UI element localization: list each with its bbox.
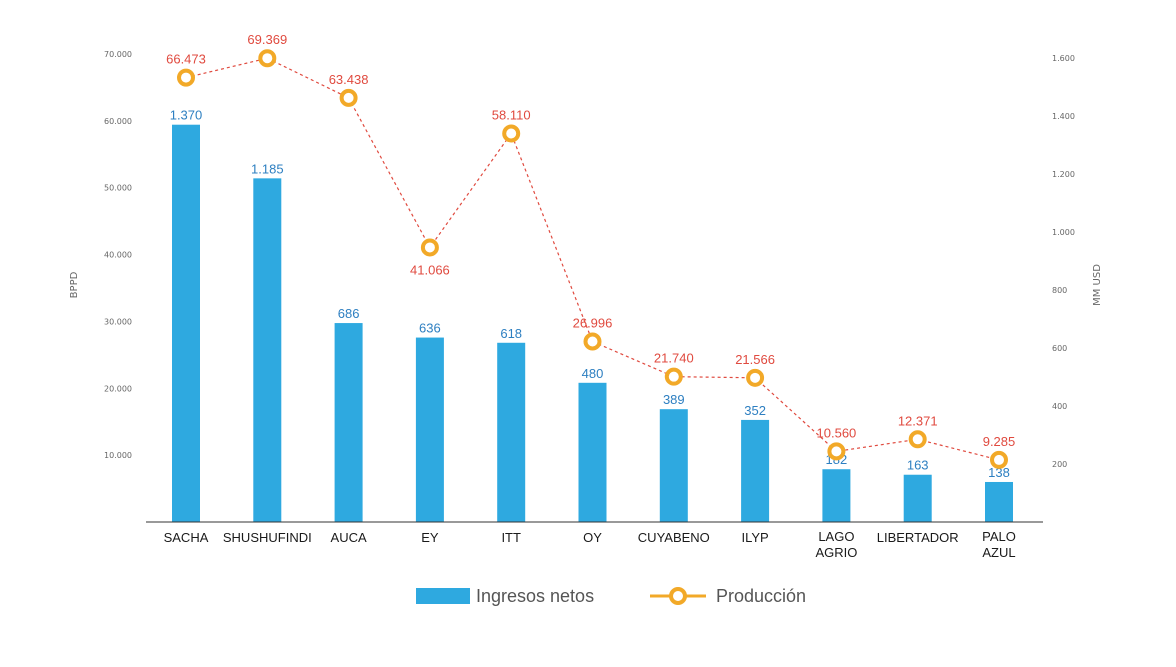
right-tick-label: 1.000	[1052, 228, 1075, 237]
bar	[741, 419, 770, 522]
legend-bar-swatch	[416, 588, 470, 604]
right-tick-label: 200	[1052, 460, 1067, 469]
line-marker	[339, 88, 358, 107]
category-label: ILYP	[741, 530, 768, 545]
bar-value-label: 138	[988, 465, 1010, 480]
right-tick-label: 1.400	[1052, 112, 1075, 121]
right-tick-label: 800	[1052, 286, 1067, 295]
category-label: EY	[421, 530, 439, 545]
bar-value-label: 480	[582, 366, 604, 381]
bar	[253, 178, 282, 522]
left-tick-label: 20.000	[104, 384, 132, 393]
right-tick-label: 600	[1052, 344, 1067, 353]
category-label: PALO	[982, 529, 1016, 544]
line-value-label: 9.285	[983, 434, 1016, 449]
bar-value-label: 636	[419, 321, 441, 336]
left-tick-label: 10.000	[104, 451, 132, 460]
category-label: SHUSHUFINDI	[223, 530, 312, 545]
category-label: CUYABENO	[638, 530, 710, 545]
category-label: LAGO	[818, 529, 854, 544]
bar	[659, 409, 688, 522]
bar	[334, 323, 363, 522]
bar	[822, 469, 851, 522]
category-label: LIBERTADOR	[877, 530, 959, 545]
category-label: SACHA	[164, 530, 209, 545]
category-label: AZUL	[982, 545, 1015, 560]
line-value-label: 26.996	[573, 316, 613, 331]
category-label: ITT	[501, 530, 521, 545]
bar-value-label: 1.370	[170, 108, 203, 123]
line-marker	[502, 124, 521, 143]
bar	[578, 382, 607, 522]
left-axis-ticks: 10.000 20.000 30.000 40.000 50.000 60.000 70.0…	[104, 50, 132, 460]
right-axis-ticks: 200 400 600 800 1.000 1.200 1.400 1.600	[1052, 54, 1075, 469]
legend-bar-label: Ingresos netos	[476, 586, 594, 606]
left-tick-label: 60.000	[104, 117, 132, 126]
x-axis-categories: SACHA SHUSHUFINDI AUCA EY ITT OY CUYABENO ILYP L…	[164, 529, 1016, 560]
legend: Ingresos netos Producción	[416, 586, 806, 606]
bar-value-label: 1.185	[251, 161, 284, 176]
right-axis-title: MM USD	[1092, 264, 1103, 306]
bar-value-label: 352	[744, 403, 766, 418]
line-marker	[664, 367, 683, 386]
bar	[415, 337, 444, 522]
line-value-label: 12.371	[898, 413, 938, 428]
line-marker	[583, 332, 602, 351]
line-value-label: 58.110	[492, 107, 531, 122]
left-tick-label: 30.000	[104, 317, 132, 326]
right-tick-label: 400	[1052, 402, 1067, 411]
left-tick-label: 40.000	[104, 251, 132, 260]
line-marker	[177, 68, 195, 87]
right-tick-label: 1.600	[1052, 54, 1075, 63]
line-value-label: 69.369	[247, 32, 287, 47]
category-label: OY	[583, 530, 602, 545]
production-line	[185, 57, 1000, 461]
left-axis-title: BPPD	[69, 271, 80, 298]
line-value-label: 21.740	[654, 351, 694, 366]
line-value-label: 63.438	[329, 72, 369, 87]
bar-value-label: 686	[338, 306, 360, 321]
line-marker	[420, 238, 439, 257]
line-value-label: 66.473	[166, 52, 206, 67]
bar-value-label: 389	[663, 392, 685, 407]
line-value-label: 41.066	[410, 262, 450, 277]
bar	[172, 124, 200, 522]
line-marker	[827, 442, 846, 461]
bar-value-label: 618	[500, 326, 522, 341]
bar	[497, 342, 526, 522]
category-label: AUCA	[331, 530, 367, 545]
bar	[903, 474, 932, 522]
legend-marker-swatch	[669, 587, 687, 605]
left-tick-label: 50.000	[104, 184, 132, 193]
line-series: 66.473 69.369 63.438 41.066 58.110 26.996 21.7…	[166, 32, 1016, 469]
line-value-label: 10.560	[817, 425, 857, 440]
bar-value-label: 163	[907, 458, 929, 473]
right-tick-label: 1.200	[1052, 170, 1075, 179]
line-marker	[746, 368, 765, 387]
bar	[985, 481, 1013, 522]
line-marker	[908, 430, 927, 449]
line-value-label: 21.566	[735, 352, 775, 367]
legend-line-label: Producción	[716, 586, 806, 606]
line-marker	[990, 450, 1008, 469]
line-marker	[258, 49, 277, 68]
left-tick-label: 70.000	[104, 50, 132, 59]
category-label: AGRIO	[815, 545, 857, 560]
